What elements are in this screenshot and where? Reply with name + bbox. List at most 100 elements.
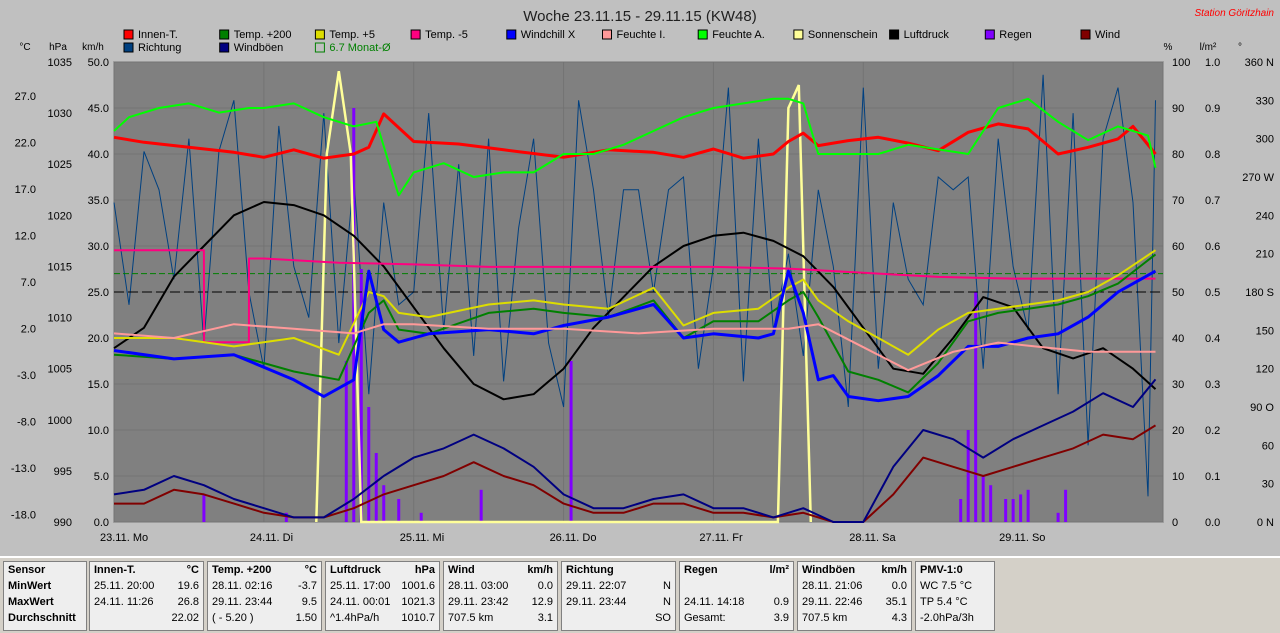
temp-min-value: -3.7 — [298, 580, 317, 592]
stats-temp: Temp. +200 °C 28.11. 02:16 -3.7 29.11. 23:… — [207, 561, 322, 631]
legend-swatch — [219, 29, 230, 40]
series-line — [113, 323, 1156, 372]
wind-distance: 707.5 km — [448, 612, 494, 624]
percent-tick-label: 70 — [1172, 195, 1184, 207]
temp-min-time: 28.11. 02:16 — [212, 580, 273, 592]
direction-tick-label: 150 — [1256, 325, 1274, 337]
temp-tick-label: 27.0 — [15, 91, 36, 103]
boen-min-time: 28.11. 21:06 — [802, 580, 863, 592]
druck-max-value: 1021.3 — [401, 596, 435, 608]
rain-bar — [374, 453, 378, 522]
hpa-tick-label: 990 — [54, 517, 72, 529]
stats-wind: Wind km/h 28.11. 03:00 0.0 29.11. 23:42 12.… — [443, 561, 558, 631]
temp-tick-label: 12.0 — [15, 231, 36, 243]
rain-tick-label: 0.1 — [1205, 471, 1220, 483]
percent-tick-label: 60 — [1172, 241, 1184, 253]
series-line — [113, 97, 1157, 197]
rain-bar — [1064, 489, 1068, 522]
stats-regen: Regen l/m² 24.11. 14:18 0.9 Gesamt: 3.9 — [679, 561, 794, 631]
druck-avg-value: 1010.7 — [401, 612, 435, 624]
boen-distance: 707.5 km — [802, 612, 848, 624]
rain-bar — [359, 269, 363, 522]
temp-max-value: 9.5 — [301, 596, 317, 608]
legend-label: Wind — [1095, 29, 1120, 41]
series-line — [113, 201, 1157, 401]
unit-label: l/m² — [1200, 42, 1217, 53]
druck-trend: ^1.4hPa/h — [330, 612, 380, 624]
legend-swatch — [219, 42, 230, 53]
boen-avg-value: 4.3 — [891, 612, 907, 624]
legend-swatch — [314, 42, 325, 53]
day-label: 27.11. Fr — [699, 532, 743, 544]
percent-tick-label: 40 — [1172, 333, 1184, 345]
unit-label: % — [1164, 42, 1173, 53]
series-line — [113, 253, 1157, 394]
regen-total-value: 3.9 — [773, 612, 789, 624]
direction-tick-label: 270 W — [1242, 172, 1274, 184]
temp-tick-label: -23.0 — [11, 554, 36, 555]
sensor-header: Sensor — [8, 564, 46, 576]
rain-bar — [974, 292, 978, 522]
direction-tick-label: 240 — [1256, 210, 1274, 222]
day-label: 29.11. So — [999, 532, 1045, 544]
kmh-tick-label: 0.0 — [94, 517, 109, 529]
chart-title: Woche 23.11.15 - 29.11.15 (KW48) — [523, 8, 756, 25]
legend-swatch — [506, 29, 517, 40]
innen-header: Innen-T. — [94, 564, 136, 576]
boen-min-value: 0.0 — [891, 580, 907, 592]
druck-min-time: 25.11. 17:00 — [330, 580, 391, 592]
legend-swatch — [984, 29, 995, 40]
boen-header: Windböen — [802, 564, 856, 576]
day-label: 26.11. Do — [550, 532, 597, 544]
temp-avg-label: ( - 5.20 ) — [212, 612, 254, 624]
pmv-header: PMV-1:0 — [920, 564, 963, 576]
legend-label: Innen-T. — [138, 29, 178, 41]
rain-tick-label: 1.0 — [1205, 57, 1220, 69]
richtung-max-value: N — [663, 596, 671, 608]
day-label: 24.11. Di — [250, 532, 293, 544]
legend-label: Temp. +5 — [329, 29, 375, 41]
series-line — [113, 112, 1157, 160]
regen-header: Regen — [684, 564, 718, 576]
rain-bar — [989, 485, 993, 522]
hpa-tick-label: 1005 — [48, 364, 72, 376]
rain-bar — [966, 430, 970, 522]
legend-label: Feuchte I. — [617, 29, 666, 41]
direction-tick-label: 300 — [1256, 134, 1274, 146]
rain-bar — [367, 407, 371, 522]
unit-label: °C — [19, 42, 30, 53]
innen-min-value: 19.6 — [177, 580, 199, 592]
hpa-tick-label: 1010 — [48, 313, 72, 325]
rain-tick-label: 0.0 — [1205, 517, 1220, 529]
druck-unit: hPa — [414, 564, 435, 576]
rain-bar — [284, 512, 288, 522]
stats-richtung: Richtung 29.11. 22:07 N 29.11. 23:44 N SO — [561, 561, 676, 631]
station-name: Station Göritzhain — [1195, 8, 1275, 19]
percent-tick-label: 50 — [1172, 287, 1184, 299]
wind-min-value: 0.0 — [537, 580, 553, 592]
weather-chart-area: Woche 23.11.15 - 29.11.15 (KW48) Station… — [10, 8, 1275, 555]
legend-swatch — [793, 29, 804, 40]
legend-label: Temp. +200 — [234, 29, 292, 41]
temp-max-time: 29.11. 23:44 — [212, 596, 273, 608]
legend-label: Windchill X — [521, 29, 576, 41]
legend-swatch — [697, 29, 708, 40]
day-label: 28.11. Sa — [849, 532, 896, 544]
direction-tick-label: 210 — [1256, 249, 1274, 261]
stats-pmv: PMV-1:0 WC 7.5 °C TP 5.4 °C -2.0hPa/3h — [915, 561, 995, 631]
temp-avg-value: 1.50 — [295, 612, 317, 624]
legend-swatch — [314, 29, 325, 40]
legend-label: Regen — [999, 29, 1031, 41]
rain-tick-label: 0.5 — [1205, 287, 1220, 299]
kmh-tick-label: 5.0 — [94, 471, 109, 483]
innen-avg-value: 22.02 — [171, 612, 199, 624]
wind-avg-value: 3.1 — [537, 612, 553, 624]
hpa-tick-label: 1025 — [48, 159, 72, 171]
pmv-windchill: WC 7.5 °C — [920, 580, 973, 592]
rain-bar — [479, 489, 483, 522]
rain-bar — [352, 108, 356, 522]
day-label: 23.11. Mo — [100, 532, 148, 544]
richtung-max-time: 29.11. 23:44 — [566, 596, 627, 608]
unit-label: km/h — [82, 42, 104, 53]
temp-tick-label: -18.0 — [11, 510, 36, 522]
